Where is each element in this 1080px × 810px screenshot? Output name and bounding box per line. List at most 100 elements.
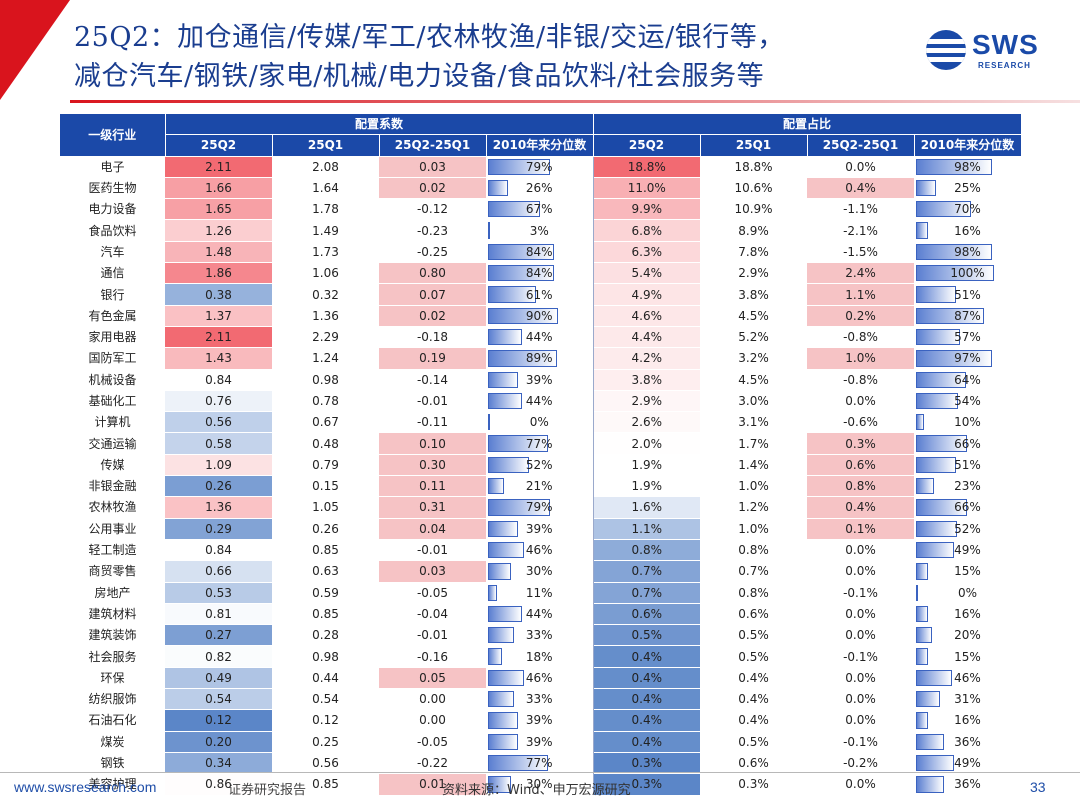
coef-percentile: 79% <box>486 155 593 178</box>
coef-subheader-3: 2010年来分位数 <box>486 134 594 157</box>
coef-25q1: 1.73 <box>272 240 379 263</box>
industry-name: 煤炭 <box>100 734 125 749</box>
table-row: 公用事业 0.29 0.26 0.04 39% 1.1% 1.0% 0.1% 52% <box>60 517 1021 540</box>
coef-percentile-bar <box>488 776 512 793</box>
coef-delta: 0.02 <box>379 176 486 199</box>
coef-25q1: 0.59 <box>272 581 379 604</box>
table-row: 交通运输 0.58 0.48 0.10 77% 2.0% 1.7% 0.3% 66% <box>60 432 1021 455</box>
coef-25q2: 1.37 <box>165 304 272 327</box>
coef-percentile-value: 44% <box>525 606 553 621</box>
share-subheader-0: 25Q2 <box>593 134 701 157</box>
share-percentile: 66% <box>914 432 1021 455</box>
share-percentile-bar <box>916 179 936 197</box>
coef-percentile: 61% <box>486 283 593 306</box>
coef-percentile-value: 79% <box>525 159 553 174</box>
share-percentile: 16% <box>914 709 1021 732</box>
coef-delta: -0.01 <box>379 624 486 646</box>
share-25q1: 10.6% <box>700 176 807 199</box>
coef-percentile: 84% <box>486 240 593 263</box>
footer-report-label: 证券研究报告 <box>228 783 307 798</box>
coef-percentile-bar <box>488 520 519 537</box>
share-25q1: 1.0% <box>700 475 807 497</box>
allocation-table: 一级行业 配置系数 配置占比 25Q2 25Q1 25Q2-25Q1 2010年来分位… <box>60 114 1022 795</box>
share-percentile: 64% <box>914 368 1021 391</box>
share-delta: -1.1% <box>807 198 914 220</box>
coef-percentile-value: 77% <box>525 436 553 451</box>
coef-delta: -0.16 <box>379 645 486 668</box>
coef-25q1: 1.36 <box>272 304 379 327</box>
coef-percentile-value: 39% <box>525 521 553 536</box>
page-title: 25Q2：加仓通信/传媒/军工/农林牧渔/非银/交运/银行等， 减仓汽车/钢铁/… <box>74 18 934 96</box>
share-percentile-bar <box>916 222 929 239</box>
coef-percentile: 0% <box>486 411 593 433</box>
share-group-header: 配置占比 <box>593 114 1022 136</box>
coef-delta: 0.00 <box>379 688 486 710</box>
coef-percentile: 77% <box>486 432 593 455</box>
title-line-2: 减仓汽车/钢铁/家电/机械/电力设备/食品饮料/社会服务等 <box>74 61 765 92</box>
coef-percentile-bar <box>488 605 523 623</box>
share-percentile: 97% <box>914 347 1021 370</box>
industry-name: 家用电器 <box>88 330 137 345</box>
coef-percentile-bar <box>488 627 514 644</box>
industry-name: 建筑材料 <box>88 606 137 621</box>
share-percentile-bar <box>916 754 955 772</box>
coef-percentile: 90% <box>486 304 593 327</box>
coef-percentile-bar <box>488 691 514 708</box>
coef-25q2: 0.58 <box>165 432 272 455</box>
table-row: 社会服务 0.82 0.98 -0.16 18% 0.4% 0.5% -0.1% 15% <box>60 645 1021 668</box>
industry-name: 银行 <box>100 287 125 302</box>
coef-percentile: 79% <box>486 496 593 519</box>
share-delta: 2.4% <box>807 262 914 284</box>
share-25q2: 6.3% <box>592 240 700 263</box>
table-row: 钢铁 0.34 0.56 -0.22 77% 0.3% 0.6% -0.2% 49% <box>60 751 1021 774</box>
coef-percentile-bar <box>488 201 541 218</box>
coef-percentile-value: 33% <box>525 692 553 707</box>
industry-header: 一级行业 <box>60 114 166 157</box>
table-row: 石油石化 0.12 0.12 0.00 39% 0.4% 0.4% 0.0% 16% <box>60 709 1021 732</box>
share-percentile-value: 100% <box>950 266 985 281</box>
share-percentile: 51% <box>914 283 1021 306</box>
share-25q1: 3.0% <box>700 389 807 412</box>
share-percentile-value: 66% <box>954 436 981 451</box>
share-25q1: 1.2% <box>700 496 807 519</box>
industry-name: 房地产 <box>94 585 131 600</box>
industry-name: 社会服务 <box>88 649 137 664</box>
footer-website[interactable]: www.swsresearch.com <box>14 779 157 795</box>
coef-25q2: 0.82 <box>165 645 272 668</box>
coef-delta: -0.14 <box>379 368 486 391</box>
coef-percentile-bar <box>488 648 503 665</box>
coef-percentile: 18% <box>486 645 593 668</box>
share-25q1: 2.9% <box>700 262 807 284</box>
share-percentile-value: 97% <box>954 351 981 366</box>
share-percentile-bar <box>916 371 966 388</box>
share-percentile-value: 36% <box>954 734 981 749</box>
share-percentile-bar <box>916 265 994 282</box>
share-25q1: 0.3% <box>700 773 807 795</box>
industry-name: 交通运输 <box>88 436 137 451</box>
industry-name: 商贸零售 <box>88 564 137 579</box>
share-percentile-value: 20% <box>954 628 981 643</box>
coef-percentile-value: 3% <box>529 223 549 238</box>
coef-percentile-value: 46% <box>525 670 553 685</box>
share-percentile-bar <box>916 605 929 623</box>
share-percentile-value: 49% <box>954 543 981 558</box>
coef-percentile-bar <box>488 584 497 601</box>
share-25q1: 0.4% <box>700 688 807 710</box>
industry-name: 轻工制造 <box>88 543 137 558</box>
industry-name: 公用事业 <box>88 521 137 536</box>
coef-percentile-value: 90% <box>525 308 553 323</box>
share-delta: -2.1% <box>807 219 914 242</box>
coef-percentile-bar <box>488 392 523 410</box>
table-row: 基础化工 0.76 0.78 -0.01 44% 2.9% 3.0% 0.0% 54% <box>60 389 1021 412</box>
share-percentile: 15% <box>914 645 1021 668</box>
share-percentile-bar <box>916 392 959 410</box>
coef-25q1: 1.78 <box>272 198 379 220</box>
coef-delta: 0.30 <box>379 453 486 476</box>
table-row: 机械设备 0.84 0.98 -0.14 39% 3.8% 4.5% -0.8% 64% <box>60 368 1021 391</box>
share-delta: 0.0% <box>807 538 914 561</box>
coef-percentile-value: 67% <box>525 202 553 217</box>
coef-25q1: 0.25 <box>272 730 379 753</box>
coef-percentile-bar <box>488 371 519 388</box>
logo-subtext: RESEARCH <box>978 61 1031 70</box>
